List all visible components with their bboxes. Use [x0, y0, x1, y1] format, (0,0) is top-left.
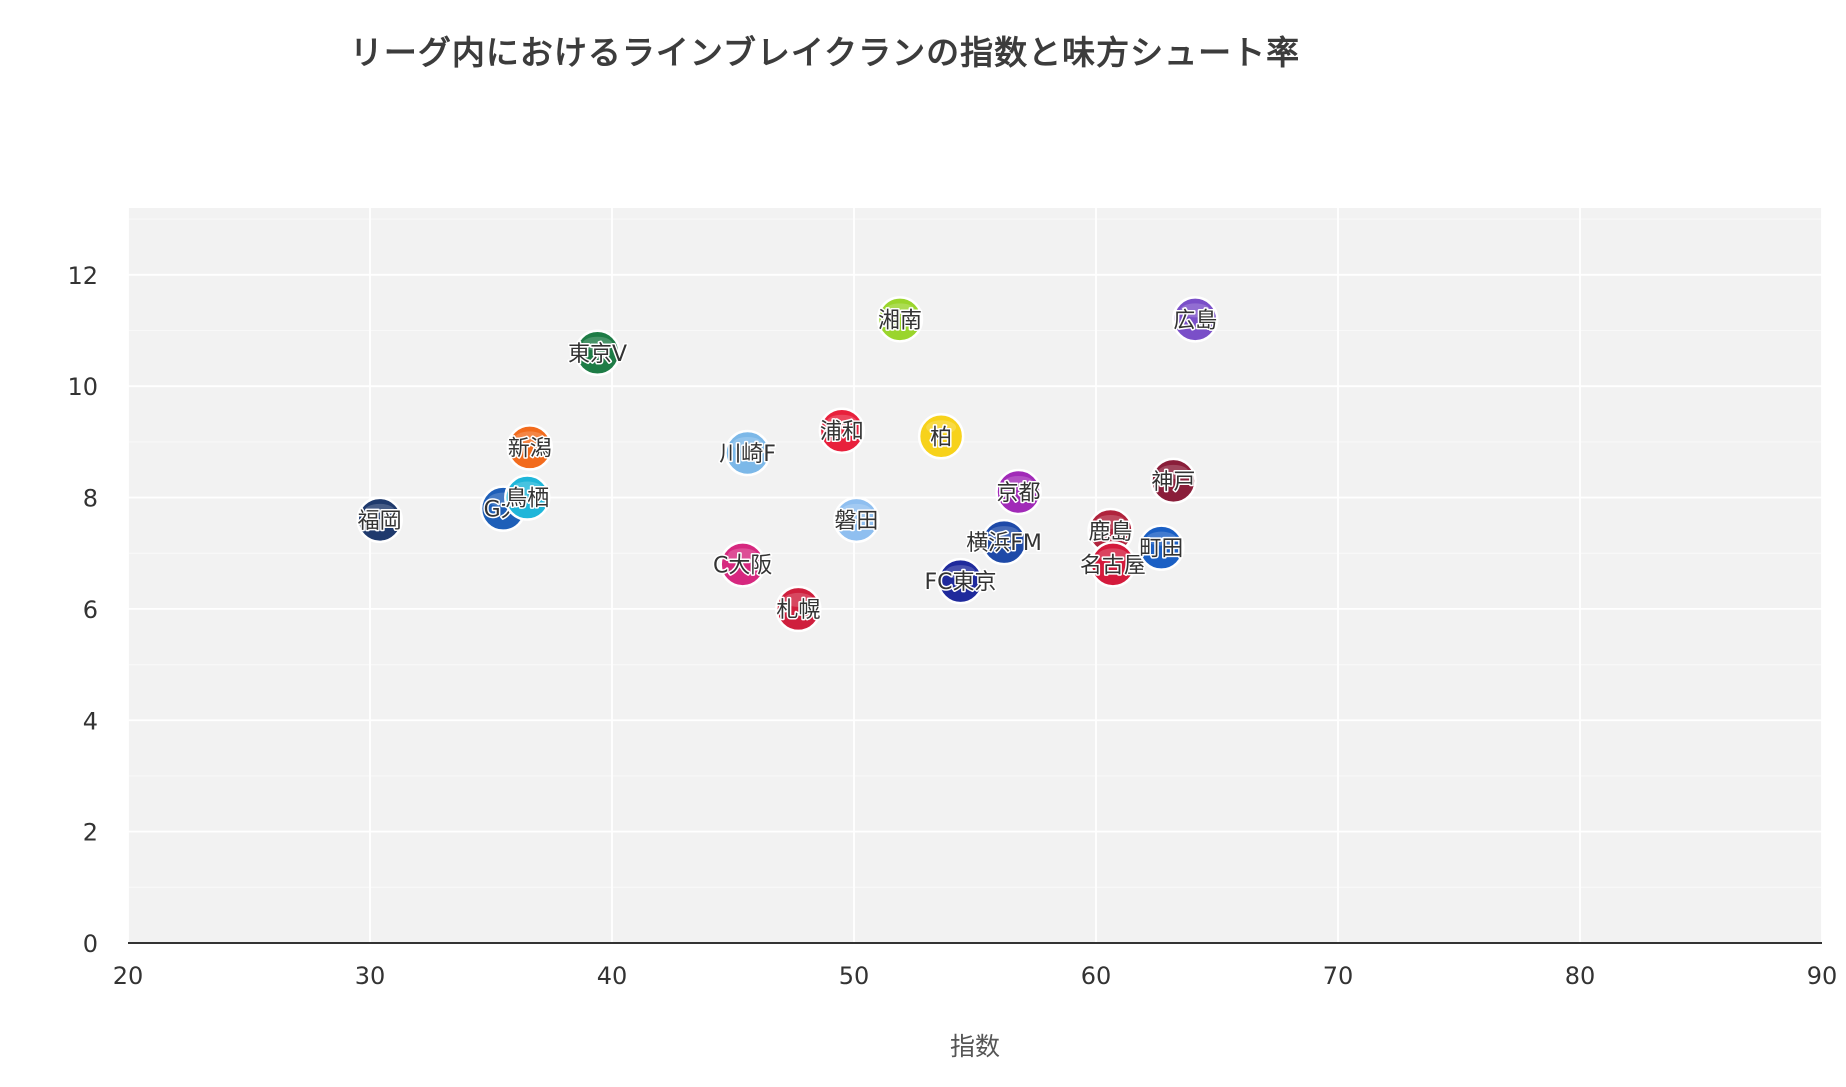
y-tick-label: 2	[83, 819, 98, 847]
point-label: C大阪	[713, 553, 772, 578]
point-label: 札幌	[776, 598, 820, 623]
point-label: 湘南	[878, 308, 922, 333]
data-point: 広島	[1171, 296, 1219, 343]
x-tick-label: 80	[1565, 962, 1596, 990]
point-marker	[1171, 296, 1219, 343]
point-marker	[1150, 457, 1197, 505]
y-tick-label: 4	[83, 707, 98, 735]
point-marker	[719, 541, 766, 588]
data-point: 浦和	[818, 407, 866, 454]
point-label: 鹿島	[1089, 520, 1133, 545]
y-axis-ticks: 0 2 4 6 8 10 12	[67, 262, 98, 958]
point-highlight	[826, 414, 857, 429]
point-marker	[876, 296, 924, 343]
point-marker	[995, 468, 1042, 516]
data-point: 神戸	[1150, 457, 1197, 505]
y-tick-label: 0	[83, 930, 98, 958]
point-label: 広島	[1173, 308, 1217, 333]
point-label: 横浜FM	[966, 531, 1042, 556]
point-marker	[506, 424, 553, 471]
y-tick-label: 12	[67, 262, 98, 290]
point-highlight	[1158, 464, 1189, 479]
point-marker	[1138, 524, 1185, 571]
x-axis-ticks: 20 30 40 50 60 70 80 90	[113, 962, 1838, 990]
point-highlight	[1097, 548, 1128, 563]
point-highlight	[514, 431, 545, 446]
point-label: 京都	[997, 481, 1041, 506]
data-point: 札幌	[775, 585, 822, 633]
x-tick-label: 30	[355, 962, 386, 990]
point-label: 名古屋	[1080, 553, 1146, 578]
data-point: 鳥栖	[504, 474, 551, 521]
point-highlight	[884, 303, 915, 318]
x-tick-label: 90	[1807, 962, 1838, 990]
point-marker	[833, 496, 880, 544]
point-marker	[917, 413, 965, 460]
point-highlight	[727, 548, 758, 563]
data-point: C大阪	[711, 541, 774, 588]
data-point: 東京V	[566, 329, 629, 377]
data-point: 川崎F	[718, 429, 777, 477]
data-point: 柏	[917, 413, 965, 460]
point-label: 町田	[1139, 537, 1183, 562]
grid-lines	[127, 208, 1823, 943]
point-label: 浦和	[820, 420, 864, 445]
chart-title: リーグ内におけるラインブレイクランの指数と味方シュート率	[349, 33, 1301, 72]
point-highlight	[1095, 514, 1126, 529]
data-point: 湘南	[876, 296, 924, 343]
point-marker	[937, 557, 984, 605]
data-point: 横浜FM	[965, 518, 1043, 566]
data-point: 鹿島	[1087, 507, 1134, 555]
data-points: 福岡 G大鳥栖新潟東京VC大阪川崎F札幌浦和磐田湘南柏FC東京横浜FM京都鹿島名古…	[356, 296, 1219, 633]
point-label: 東京V	[568, 342, 627, 367]
point-marker	[1089, 541, 1137, 588]
x-tick-label: 70	[1323, 962, 1354, 990]
point-highlight	[1003, 475, 1034, 490]
point-marker	[818, 407, 866, 454]
point-label: 新潟	[508, 436, 552, 461]
x-tick-label: 60	[1081, 962, 1112, 990]
point-marker	[574, 329, 621, 377]
point-label: 神戸	[1151, 470, 1195, 495]
point-label: 柏	[930, 425, 952, 450]
point-label: FC東京	[924, 570, 996, 595]
point-label: 福岡	[358, 509, 402, 534]
point-highlight	[1180, 303, 1211, 318]
data-point: 京都	[995, 468, 1042, 516]
point-marker	[775, 585, 822, 633]
point-highlight	[945, 565, 976, 580]
point-highlight	[926, 420, 957, 435]
point-highlight	[364, 503, 395, 518]
point-label: 川崎F	[719, 442, 776, 467]
y-tick-label: 10	[67, 373, 98, 401]
data-point: 町田	[1138, 524, 1185, 571]
x-axis-title: 指数	[950, 1032, 1000, 1061]
point-marker	[724, 429, 771, 477]
point-marker	[980, 518, 1028, 566]
data-point: 福岡	[356, 496, 403, 544]
point-highlight	[732, 437, 763, 451]
y-tick-label: 6	[83, 596, 98, 624]
point-highlight	[841, 503, 872, 518]
data-point: 名古屋	[1078, 541, 1147, 588]
point-highlight	[582, 336, 613, 351]
data-point: 磐田	[833, 496, 880, 544]
point-marker	[356, 496, 403, 544]
data-point: FC東京	[923, 557, 998, 605]
point-label: 磐田	[834, 509, 878, 534]
x-tick-label: 50	[839, 962, 870, 990]
point-highlight	[989, 526, 1020, 541]
x-tick-label: 40	[597, 962, 628, 990]
point-label: 鳥栖	[505, 487, 549, 512]
x-tick-label: 20	[113, 962, 144, 990]
data-point: 新潟	[506, 424, 553, 471]
point-marker	[504, 474, 551, 521]
point-highlight	[783, 592, 814, 607]
point-highlight	[512, 481, 543, 496]
y-tick-label: 8	[83, 485, 98, 513]
point-highlight	[1146, 531, 1177, 546]
